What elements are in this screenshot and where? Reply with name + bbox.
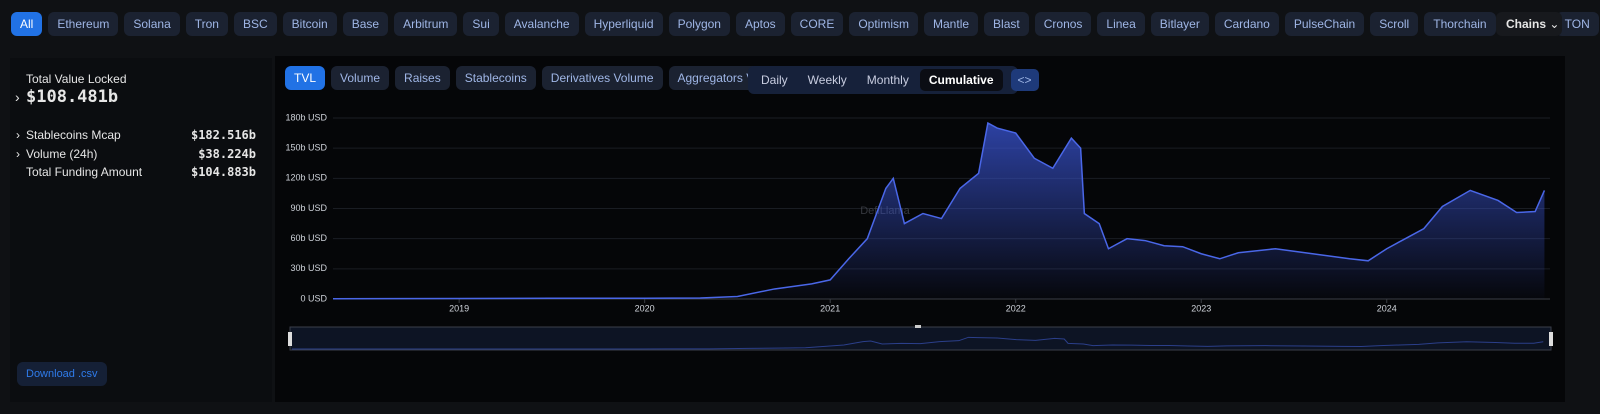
expand-icon[interactable]: › [16, 128, 20, 142]
summary-label: Stablecoins Mcap [26, 128, 121, 142]
summary-value: $38.224b [198, 146, 256, 161]
tvl-value: $108.481b [26, 87, 119, 107]
y-tick-label: 60b USD [290, 233, 327, 243]
chain-tab[interactable]: PulseChain [1284, 12, 1365, 36]
summary-value: $104.883b [190, 165, 256, 179]
chain-tab[interactable]: Tron [185, 12, 228, 36]
x-tick-label: 2021 [820, 303, 840, 313]
chain-tab[interactable]: Bitcoin [282, 12, 337, 36]
y-tick-label: 180b USD [285, 112, 327, 122]
chain-tab[interactable]: Ethereum [48, 12, 119, 36]
period-tab[interactable]: Monthly [866, 73, 909, 87]
chain-tab[interactable]: Mantle [924, 12, 979, 36]
y-tick-label: 120b USD [285, 173, 327, 183]
tvl-label: Total Value Locked [26, 72, 127, 86]
brush-area [291, 336, 1544, 350]
x-tick-label: 2019 [449, 303, 469, 313]
chain-tab[interactable]: TON [1555, 12, 1599, 36]
chain-tab[interactable]: Avalanche [504, 12, 579, 36]
period-tab[interactable]: Weekly [807, 73, 847, 87]
chain-tab[interactable]: Optimism [849, 12, 919, 36]
brush-top [915, 325, 921, 328]
chain-tab[interactable]: Aptos [735, 12, 785, 36]
period-tabs: Daily Weekly Monthly Cumulative <> [748, 66, 1039, 94]
chain-tab[interactable]: Solana [124, 12, 180, 36]
summary-value: $182.516b [190, 128, 256, 142]
period-tab[interactable]: Cumulative [919, 69, 1003, 91]
menu-label: Chains [1506, 17, 1547, 31]
chart-tab[interactable]: Raises [395, 66, 450, 90]
chain-tab[interactable]: Bitlayer [1150, 12, 1209, 36]
chain-tab[interactable]: Polygon [668, 12, 730, 36]
brush-handle [288, 332, 292, 346]
x-tick-label: 2023 [1191, 303, 1211, 313]
chain-tab[interactable]: Blast [984, 12, 1029, 36]
chain-tab[interactable]: Thorchain [1424, 12, 1496, 36]
chart-tab[interactable]: Derivatives Volume [541, 66, 663, 90]
y-tick-label: 0 USD [300, 293, 327, 303]
brush-handle [1549, 332, 1553, 346]
download-button[interactable]: Download .csv [17, 362, 107, 386]
chart-tab[interactable]: Volume [331, 66, 390, 90]
y-tick-label: 150b USD [285, 143, 327, 153]
x-tick-label: 2024 [1377, 303, 1397, 313]
chain-tab[interactable]: All [11, 12, 43, 36]
chain-tab[interactable]: Cronos [1034, 12, 1092, 36]
period-tab[interactable]: Daily [761, 73, 788, 87]
chain-tab[interactable]: Cardano [1214, 12, 1279, 36]
chain-tab[interactable]: BSC [233, 12, 277, 36]
area-fill [333, 123, 1545, 300]
expand-icon[interactable]: › [16, 146, 20, 161]
area-line [332, 121, 1546, 300]
chains-menu[interactable]: Chains ⌄ [1496, 12, 1562, 36]
y-tick-label: 90b USD [290, 203, 327, 213]
summary-label: Volume (24h) [26, 146, 98, 161]
chart-tab[interactable]: Stablecoins [455, 66, 536, 90]
chain-tab[interactable]: Arbitrum [394, 12, 458, 36]
chain-tab[interactable]: Hyperliquid [584, 12, 663, 36]
x-tick-label: 2020 [635, 303, 655, 313]
chain-tab[interactable]: Linea [1097, 12, 1145, 36]
embed-button[interactable]: <> [1010, 69, 1039, 91]
chain-tab[interactable]: Scroll [1370, 12, 1419, 36]
chain-tab[interactable]: Sui [463, 12, 499, 36]
chain-tab[interactable]: CORE [790, 12, 844, 36]
chart-tabs: TVL Volume Raises Stablecoins Derivatives Vo… [285, 66, 796, 90]
summary-label: Total Funding Amount [26, 165, 143, 179]
chain-tabs: All Ethereum Solana Tron BSC Bitcoin Base Arbit… [11, 12, 1599, 36]
y-tick-label: 30b USD [290, 263, 327, 273]
summary-panel: Total Value Locked › $108.481b › Stableco… [10, 58, 272, 402]
chart: 0 USD 30b USD 60b USD 90b USD 120b USD 150b U… [285, 112, 1553, 351]
chain-tab[interactable]: Base [342, 12, 389, 36]
chart-tab[interactable]: TVL [285, 66, 326, 90]
x-tick-label: 2022 [1006, 303, 1026, 313]
